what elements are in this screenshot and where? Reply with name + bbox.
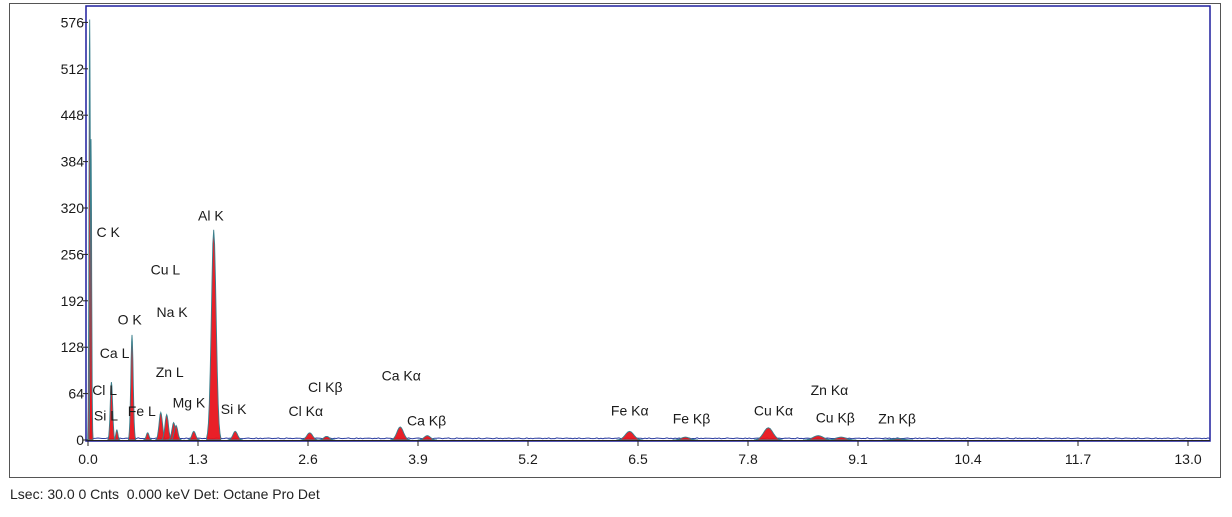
peak-16 [417,435,438,441]
peak-label: O K [118,312,143,328]
peak-label: Mg K [173,394,206,410]
peak-18 [672,436,699,441]
peak-label: Ca Kα [382,368,421,384]
plot-frame [85,5,1211,442]
peak-19 [753,427,783,441]
peak-10 [187,430,200,441]
peak-5 [143,432,153,441]
x-tick-label: 9.1 [848,451,868,467]
peak-label: Fe Kα [611,402,649,418]
peak-label: Na K [157,304,189,320]
peak-label: Cl Kβ [308,379,343,395]
peak-2 [107,381,116,441]
peak-label: Ca L [100,345,130,361]
x-tick-label: 2.6 [298,451,318,467]
y-tick-label: 128 [61,339,85,355]
peak-9 [170,424,182,441]
peak-label: Zn L [156,364,184,380]
peak-label: Fe L [128,403,156,419]
y-tick-label: 320 [61,200,85,216]
x-tick-label: 10.4 [954,451,981,467]
y-tick-label: 192 [61,293,85,309]
y-tick-label: 576 [61,14,85,30]
y-tick-label: 256 [61,246,85,262]
axes-layer: 0.0 1.3 2.6 3.9 5.2 6.5 7.8 9.1 10.4 11.7 13.0 0 64 1… [61,14,1210,467]
x-tick-label: 1.3 [188,451,208,467]
peak-label: Ca Kβ [407,413,446,429]
x-tick-label: 0.0 [78,451,98,467]
background-trace [87,437,1211,440]
peak-label: Cl L [92,382,117,398]
peak-15 [390,426,411,441]
series-layer [87,19,913,441]
x-tick-label: 3.9 [408,451,428,467]
outer-frame [9,3,1221,478]
x-tick-label: 6.5 [628,451,648,467]
peak-label: Zn Kα [811,382,849,398]
x-tick-label: 7.8 [738,451,758,467]
y-tick-label: 448 [61,107,85,123]
annotations-layer: C K Al K Cu L Na K O K Ca L Zn L Cl L Mg K Fe L Si… [92,207,916,428]
x-tick-label: 13.0 [1174,451,1201,467]
y-tick-label: 512 [61,61,85,77]
peak-label: Cu Kα [754,402,793,418]
y-tick-label: 64 [68,386,84,402]
peak-label: Si L [94,407,118,423]
peak-4 [127,334,137,441]
x-tick-label: 11.7 [1065,451,1091,467]
background-trace-layer [87,437,1211,440]
status-line: Lsec: 30.0 0 Cnts 0.000 keV Det: Octane … [10,486,320,502]
peak-12 [227,430,243,441]
peak-22 [882,438,913,441]
peak-label: C K [97,224,121,240]
peak-11 [206,229,222,441]
x-tick-label: 5.2 [518,451,538,467]
peak-label: Cu L [151,262,181,278]
peak-3 [113,429,121,441]
peak-label: Zn Kβ [878,410,916,426]
peak-13 [300,432,319,441]
peak-17 [616,430,643,441]
peak-label: Al K [198,207,224,223]
peak-label: Cu Kβ [816,410,855,426]
peak-label: Si K [221,401,247,417]
peak-14 [317,435,336,441]
peak-label: Fe Kβ [673,410,711,426]
peak-21 [825,436,857,441]
peak-1 [88,139,94,441]
y-tick-label: 384 [61,154,85,170]
y-tick-label: 0 [76,432,84,448]
peak-label: Cl Kα [289,403,324,419]
